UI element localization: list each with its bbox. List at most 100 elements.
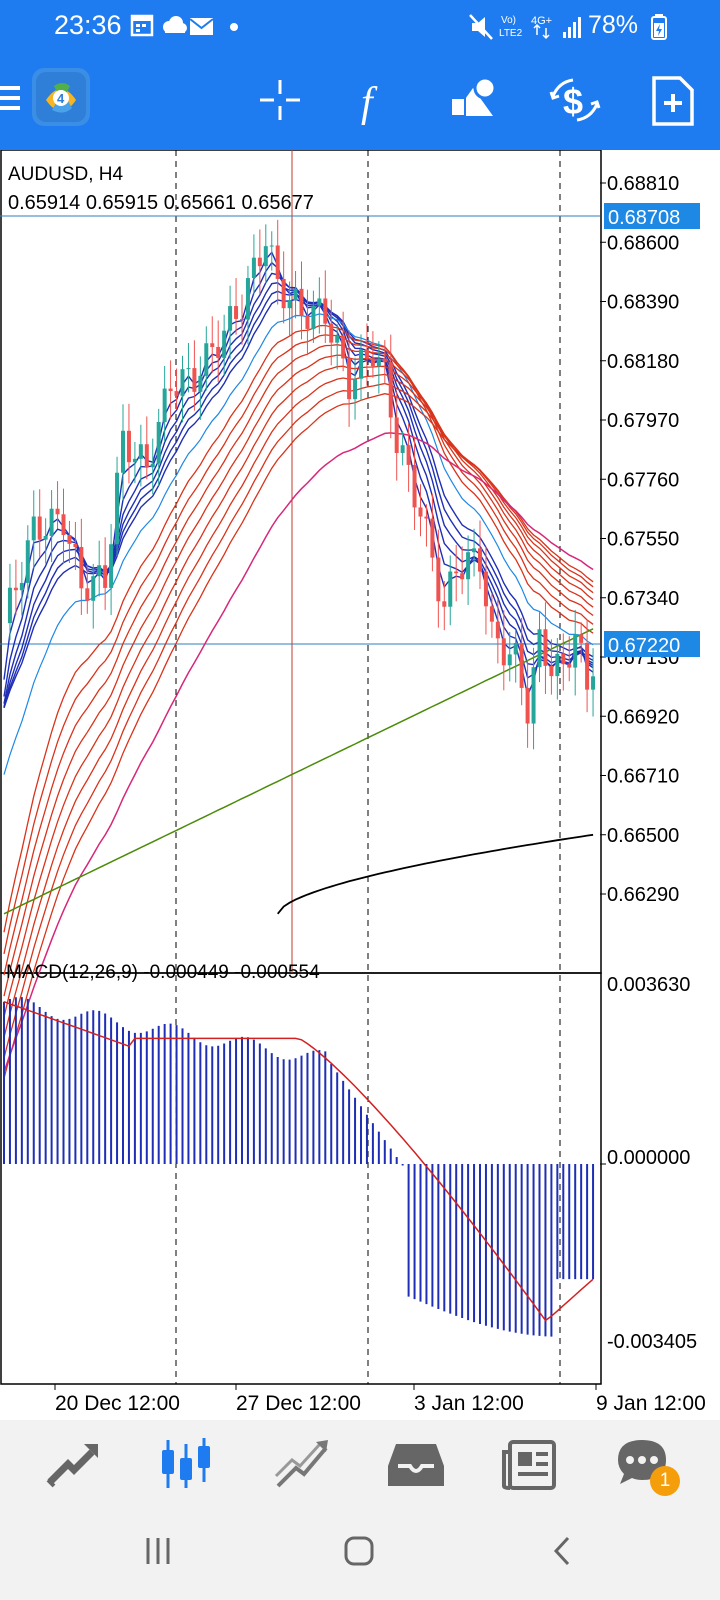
candle-body [436, 557, 441, 602]
trade-icon[interactable]: $ [545, 70, 605, 130]
bottom-navigation: 1 [0, 1420, 720, 1506]
candle-body [317, 298, 322, 306]
macd-signal-line [3, 1000, 594, 1322]
candle-body [126, 430, 131, 463]
objects-icon[interactable] [445, 70, 505, 130]
candle-body [109, 544, 114, 588]
candle-body [549, 665, 554, 677]
candle-body [483, 571, 488, 607]
messages-button[interactable]: 1 [612, 1436, 680, 1496]
ma-green-line [3, 628, 594, 915]
candle-body [370, 358, 375, 367]
recent-apps-icon[interactable] [140, 1532, 180, 1572]
ema-slow-line [3, 373, 594, 1038]
candle-body [49, 508, 54, 536]
metatrader-logo[interactable]: 4 [32, 68, 90, 126]
menu-icon[interactable] [0, 86, 22, 112]
candle-body [79, 546, 84, 589]
candle-body [61, 514, 66, 536]
current-price-label: 0.67220 [608, 635, 680, 657]
candle-body [150, 463, 155, 468]
svg-text:f: f [361, 80, 378, 126]
quotes-icon[interactable] [44, 1436, 104, 1492]
candle-body [174, 391, 179, 396]
candle-body [382, 358, 387, 363]
calendar-icon [130, 14, 154, 37]
candle-body [121, 430, 125, 473]
candle-body [394, 417, 399, 453]
notification-icons [130, 14, 238, 37]
charts-icon[interactable] [158, 1436, 218, 1492]
candle-body [31, 516, 36, 541]
candle-body [263, 246, 268, 267]
candle-body [418, 507, 423, 517]
price-label: 0.66920 [607, 706, 679, 728]
candle-body [519, 643, 524, 688]
date-label: 27 Dec 12:00 [236, 1392, 361, 1415]
candle-body [240, 318, 244, 320]
macd-label: MACD(12,26,9) -0.000449 -0.000554 [6, 962, 320, 983]
chart-toolbar: 4 f $ [0, 54, 720, 150]
candle-body [281, 278, 286, 309]
candle-body [228, 306, 233, 331]
candle-body [168, 388, 173, 392]
candle-body [269, 245, 274, 247]
chart-area[interactable]: 0.68810 0.68600 0.68390 0.68180 0.67970 0.677… [0, 150, 720, 1420]
candle-body [210, 343, 215, 347]
candle-body [430, 518, 435, 558]
ma-black-line [277, 833, 594, 915]
ema-slow-line [3, 334, 594, 955]
ema-fast-line [3, 290, 594, 708]
trade-chart-icon[interactable] [272, 1436, 332, 1492]
svg-text:LTE2: LTE2 [499, 28, 523, 39]
mute-icon [469, 14, 493, 40]
current-price-box [604, 631, 700, 657]
candle-body [257, 257, 262, 267]
price-label: 0.68180 [607, 351, 679, 373]
svg-text:$: $ [563, 81, 583, 122]
current-price-box [604, 203, 700, 229]
indicators-icon[interactable]: f [345, 70, 405, 130]
home-icon[interactable] [340, 1532, 380, 1572]
clock: 23:36 [54, 10, 122, 40]
candle-body [406, 445, 411, 465]
history-icon[interactable] [386, 1436, 446, 1492]
candle-body [376, 358, 381, 367]
candle-body [454, 571, 459, 574]
price-chart[interactable]: 0.68810 0.68600 0.68390 0.68180 0.67970 0.677… [0, 150, 720, 1420]
candle-body [13, 587, 18, 591]
candle-body [132, 458, 137, 463]
candle-body [43, 535, 48, 540]
candle-body [186, 368, 191, 370]
candle-body [323, 298, 328, 324]
candle-body [543, 629, 548, 666]
svg-text:Vo): Vo) [501, 15, 516, 26]
candle-body [495, 621, 500, 639]
candle-body [585, 642, 590, 690]
candle-body [73, 543, 78, 547]
news-icon[interactable] [500, 1436, 560, 1492]
cloud-icon [163, 16, 187, 33]
candle-body [501, 638, 506, 666]
back-icon[interactable] [544, 1532, 584, 1572]
candle-body [37, 516, 42, 540]
candle-body [341, 335, 346, 359]
candle-body [138, 444, 143, 459]
candle-body [7, 587, 12, 624]
candle-body [115, 472, 120, 545]
ema-slow-line [3, 324, 594, 933]
candle-body [466, 552, 471, 580]
price-label: 0.66290 [607, 884, 679, 906]
ema-light-blue-line [3, 313, 594, 775]
candle-body [103, 565, 108, 588]
chart-symbol: AUDUSD, H4 [8, 164, 124, 185]
candle-body [489, 606, 494, 622]
candle-body [442, 601, 447, 607]
svg-text:4G+: 4G+ [531, 15, 552, 27]
messages-badge: 1 [650, 1466, 680, 1496]
ema-magenta-line [3, 432, 594, 1073]
new-order-icon[interactable] [642, 70, 702, 130]
candle-body [478, 548, 482, 572]
crosshair-icon[interactable] [250, 70, 310, 130]
candle-body [525, 687, 530, 724]
